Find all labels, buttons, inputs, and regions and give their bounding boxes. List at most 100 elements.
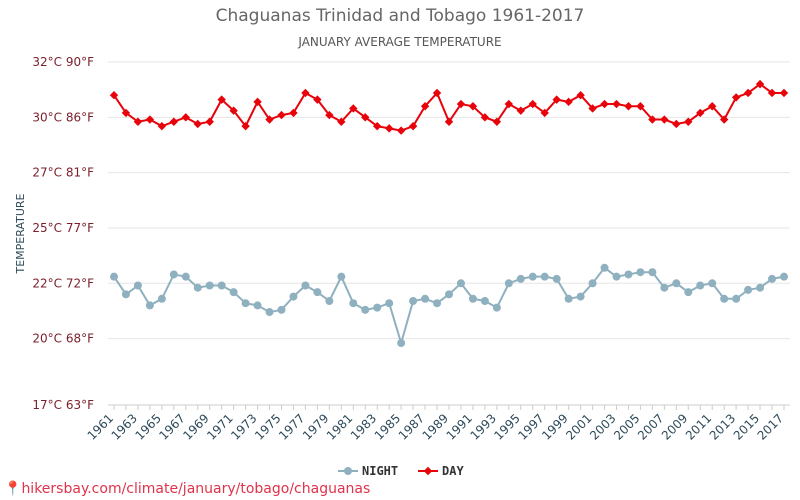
x-tick-label: 1993 — [467, 411, 498, 442]
x-tick-label: 1967 — [156, 411, 187, 442]
data-point — [492, 117, 502, 126]
data-point — [193, 283, 202, 292]
data-point — [719, 115, 729, 124]
data-point — [732, 294, 741, 303]
data-point — [744, 285, 753, 294]
data-point — [636, 102, 645, 111]
data-point — [121, 290, 130, 299]
x-tick-label: 1995 — [491, 411, 522, 442]
x-tick-label: 1979 — [300, 411, 331, 442]
data-point — [528, 99, 537, 109]
x-tick-label: 1985 — [372, 411, 403, 442]
data-point — [708, 279, 717, 288]
grid-layer — [108, 61, 790, 406]
data-point — [301, 88, 310, 98]
legend-marker — [423, 466, 433, 476]
legend-label: DAY — [442, 464, 464, 478]
series-layer — [109, 79, 789, 348]
data-point — [241, 121, 250, 131]
data-point — [217, 281, 226, 290]
data-point — [445, 290, 453, 299]
x-tick-label: 2011 — [683, 411, 714, 442]
data-point — [540, 108, 549, 118]
data-point — [480, 296, 489, 305]
data-point — [205, 117, 214, 126]
data-point — [229, 106, 238, 115]
data-point — [265, 115, 274, 124]
data-point — [301, 281, 310, 290]
data-point — [277, 110, 286, 120]
data-point — [408, 121, 418, 131]
data-point — [157, 121, 167, 131]
data-point — [779, 88, 789, 98]
data-point — [588, 104, 597, 113]
legend-item-night: NIGHT — [338, 464, 398, 478]
location-pin-icon: 📍 — [4, 481, 22, 497]
data-point — [121, 108, 131, 118]
data-point — [289, 108, 298, 118]
data-point — [349, 104, 358, 113]
data-point — [253, 97, 262, 107]
data-point — [743, 88, 753, 98]
data-point — [409, 296, 418, 305]
x-tick-label: 1999 — [539, 411, 570, 442]
data-point — [504, 99, 514, 109]
data-point — [241, 299, 250, 308]
data-point — [217, 95, 226, 104]
data-point — [660, 115, 669, 124]
data-point — [564, 97, 573, 107]
y-tick-label: 22°C 72°F — [32, 276, 94, 290]
data-point — [421, 294, 430, 303]
data-point — [612, 272, 621, 281]
data-point — [229, 288, 238, 297]
x-tick-label: 1971 — [204, 411, 235, 442]
series-line-night — [113, 266, 785, 347]
legend[interactable]: NIGHT DAY — [338, 464, 464, 478]
data-point — [755, 79, 765, 89]
data-point — [337, 117, 346, 126]
data-point — [169, 270, 178, 279]
data-point — [325, 110, 334, 120]
data-point — [756, 283, 765, 292]
data-point — [181, 272, 190, 281]
data-point — [600, 263, 609, 272]
data-point — [444, 117, 454, 126]
data-point — [420, 102, 430, 111]
data-point — [145, 115, 155, 124]
source-link[interactable]: 📍hikersbay.com/climate/january/tobago/ch… — [4, 481, 370, 497]
source-url[interactable]: hikersbay.com/climate/january/tobago/cha… — [21, 481, 371, 497]
data-point — [696, 281, 705, 290]
y-axis-title: TEMPERATURE — [14, 193, 27, 274]
x-tick-label: 2015 — [731, 411, 762, 442]
data-point — [492, 303, 501, 312]
x-tick-label: 1989 — [420, 411, 451, 442]
data-point — [720, 294, 729, 303]
data-point — [133, 281, 142, 290]
data-point — [528, 272, 537, 281]
data-point — [289, 292, 298, 301]
chart-subtitle: JANUARY AVERAGE TEMPERATURE — [298, 35, 502, 49]
data-point — [540, 272, 549, 281]
data-point — [648, 268, 657, 277]
data-point — [576, 292, 585, 301]
x-tick-label: 1963 — [109, 411, 140, 442]
y-tick-label: 17°C 63°F — [32, 398, 94, 412]
x-tick-label: 2017 — [755, 411, 786, 442]
x-tick-label: 1987 — [396, 411, 427, 442]
data-point — [564, 294, 573, 303]
data-point — [193, 119, 202, 129]
data-point — [480, 113, 490, 122]
x-tick-label: 1973 — [228, 411, 259, 442]
data-point — [612, 99, 621, 109]
data-point — [265, 308, 274, 317]
data-point — [313, 288, 322, 297]
data-point — [468, 102, 478, 111]
data-point — [456, 99, 466, 109]
data-point — [516, 274, 525, 283]
x-tick-label: 2001 — [563, 411, 594, 442]
data-point — [672, 119, 681, 129]
data-point — [313, 95, 322, 104]
x-tick-label: 2005 — [611, 411, 642, 442]
series-day — [109, 79, 789, 135]
